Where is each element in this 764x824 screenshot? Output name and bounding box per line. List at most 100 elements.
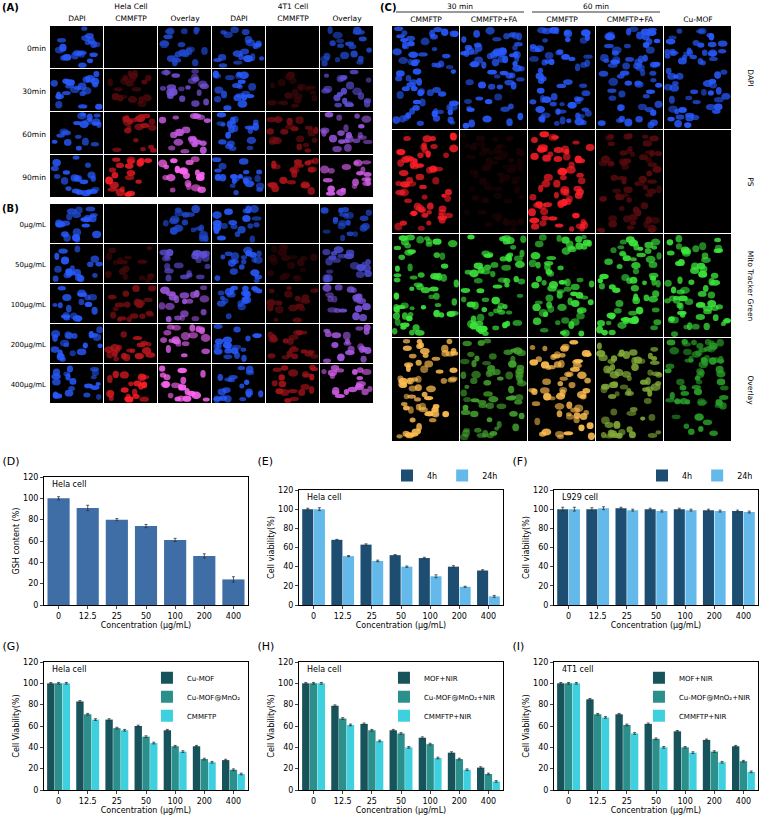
svg-text:80: 80 xyxy=(538,524,548,533)
svg-text:400: 400 xyxy=(736,612,751,621)
svg-text:(H): (H) xyxy=(258,640,275,653)
svg-text:Hela cell: Hela cell xyxy=(52,480,86,489)
svg-text:40: 40 xyxy=(283,743,293,752)
svg-text:(I): (I) xyxy=(513,640,525,653)
svg-text:50μg/mL: 50μg/mL xyxy=(15,261,46,269)
svg-text:40: 40 xyxy=(28,743,38,752)
svg-text:60min: 60min xyxy=(22,130,46,139)
svg-text:CMMFTP: CMMFTP xyxy=(410,15,442,24)
svg-text:0: 0 xyxy=(33,786,38,795)
svg-text:100μg/mL: 100μg/mL xyxy=(11,301,46,309)
svg-text:90min: 90min xyxy=(22,173,46,182)
svg-text:(C): (C) xyxy=(380,2,396,13)
svg-text:60: 60 xyxy=(283,722,293,731)
svg-text:CMMFTP: CMMFTP xyxy=(187,713,216,721)
svg-text:80: 80 xyxy=(283,524,293,533)
svg-text:100: 100 xyxy=(278,505,293,514)
svg-text:12.5: 12.5 xyxy=(79,797,97,806)
svg-text:DAPI: DAPI xyxy=(230,14,248,23)
svg-text:50: 50 xyxy=(651,797,661,806)
svg-text:100: 100 xyxy=(677,797,692,806)
svg-text:(D): (D) xyxy=(3,455,20,468)
svg-text:25: 25 xyxy=(622,797,632,806)
svg-text:100: 100 xyxy=(167,612,182,621)
svg-text:Concentration (μg/mL): Concentration (μg/mL) xyxy=(101,806,192,815)
svg-text:L929 cell: L929 cell xyxy=(562,493,598,502)
svg-text:400: 400 xyxy=(736,797,751,806)
svg-text:Concentration (μg/mL): Concentration (μg/mL) xyxy=(356,621,447,630)
svg-text:100: 100 xyxy=(677,612,692,621)
svg-text:100: 100 xyxy=(533,505,548,514)
svg-text:Cell viability(%): Cell viability(%) xyxy=(267,516,276,579)
svg-text:Concentration (μg/mL): Concentration (μg/mL) xyxy=(611,621,702,630)
svg-text:100: 100 xyxy=(23,679,38,688)
svg-text:4T1 Cell: 4T1 Cell xyxy=(278,2,309,11)
svg-text:GSH content (%): GSH content (%) xyxy=(12,508,21,575)
svg-text:4h: 4h xyxy=(682,472,692,481)
svg-text:40: 40 xyxy=(28,558,38,567)
svg-text:400: 400 xyxy=(481,797,496,806)
svg-text:200: 200 xyxy=(197,797,212,806)
svg-text:20: 20 xyxy=(283,764,293,773)
svg-text:40: 40 xyxy=(538,743,548,752)
svg-text:0min: 0min xyxy=(27,44,46,53)
svg-text:120: 120 xyxy=(533,658,548,667)
svg-text:30 min: 30 min xyxy=(447,2,473,11)
svg-text:200: 200 xyxy=(452,612,467,621)
svg-text:25: 25 xyxy=(112,612,122,621)
svg-text:400: 400 xyxy=(226,612,241,621)
svg-text:0: 0 xyxy=(566,797,571,806)
svg-text:CMMFTP: CMMFTP xyxy=(115,14,147,23)
svg-text:CMMFTP+NIR: CMMFTP+NIR xyxy=(679,713,727,721)
svg-text:DAPI: DAPI xyxy=(746,69,755,87)
svg-text:60: 60 xyxy=(283,543,293,552)
svg-text:120: 120 xyxy=(278,486,293,495)
svg-text:0: 0 xyxy=(288,786,293,795)
svg-text:4T1 cell: 4T1 cell xyxy=(562,665,593,674)
svg-text:100: 100 xyxy=(23,494,38,503)
svg-text:DAPI: DAPI xyxy=(68,14,86,23)
svg-text:4h: 4h xyxy=(427,472,437,481)
svg-text:80: 80 xyxy=(28,700,38,709)
svg-text:0: 0 xyxy=(288,601,293,610)
svg-text:(A): (A) xyxy=(2,2,19,13)
svg-text:120: 120 xyxy=(278,658,293,667)
svg-text:Cell Viability(%): Cell Viability(%) xyxy=(267,694,276,757)
svg-text:CMMFTP+FA: CMMFTP+FA xyxy=(471,15,518,24)
svg-text:200: 200 xyxy=(707,797,722,806)
svg-text:0: 0 xyxy=(311,797,316,806)
svg-text:Cu-MOF@MnO₂+NIR: Cu-MOF@MnO₂+NIR xyxy=(424,694,495,702)
svg-text:Cu-MOF@MnO₂+NIR: Cu-MOF@MnO₂+NIR xyxy=(679,694,750,702)
svg-text:0: 0 xyxy=(543,601,548,610)
svg-text:25: 25 xyxy=(367,612,377,621)
svg-text:MOF+NIR: MOF+NIR xyxy=(679,675,713,683)
svg-text:80: 80 xyxy=(538,700,548,709)
svg-text:0: 0 xyxy=(566,612,571,621)
svg-text:400: 400 xyxy=(481,612,496,621)
svg-text:(G): (G) xyxy=(3,640,20,653)
svg-text:80: 80 xyxy=(28,515,38,524)
svg-text:0: 0 xyxy=(543,786,548,795)
svg-text:12.5: 12.5 xyxy=(589,797,607,806)
svg-text:400: 400 xyxy=(226,797,241,806)
svg-text:20: 20 xyxy=(283,582,293,591)
svg-text:50: 50 xyxy=(651,612,661,621)
svg-text:120: 120 xyxy=(23,658,38,667)
svg-text:(E): (E) xyxy=(258,455,274,468)
svg-text:25: 25 xyxy=(622,612,632,621)
svg-text:Hela cell: Hela cell xyxy=(52,665,86,674)
svg-text:40: 40 xyxy=(538,562,548,571)
svg-text:200μg/mL: 200μg/mL xyxy=(11,341,46,349)
svg-text:24h: 24h xyxy=(482,472,497,481)
svg-text:MOF+NIR: MOF+NIR xyxy=(424,675,458,683)
svg-text:(F): (F) xyxy=(513,455,528,468)
svg-text:60 min: 60 min xyxy=(583,2,609,11)
svg-text:CMMFTP+NIR: CMMFTP+NIR xyxy=(424,713,472,721)
svg-text:50: 50 xyxy=(396,612,406,621)
svg-text:30min: 30min xyxy=(22,87,46,96)
svg-text:(B): (B) xyxy=(2,203,19,214)
svg-text:Overlay: Overlay xyxy=(746,375,755,405)
svg-text:Hela Cell: Hela Cell xyxy=(114,2,147,11)
svg-text:20: 20 xyxy=(28,764,38,773)
svg-text:12.5: 12.5 xyxy=(589,612,607,621)
